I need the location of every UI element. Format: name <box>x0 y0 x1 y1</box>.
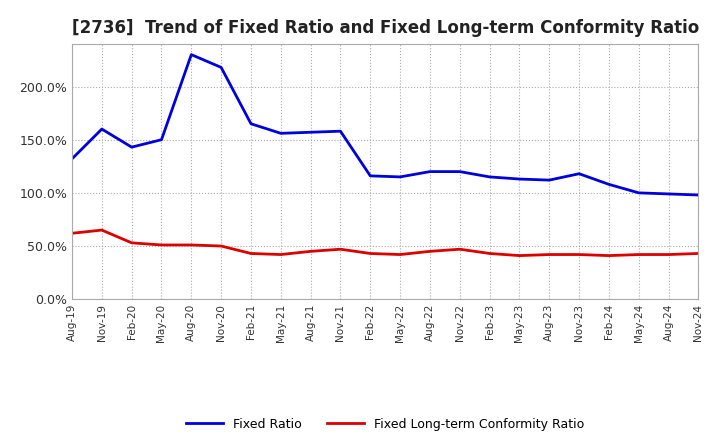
Fixed Ratio <box>187 52 196 57</box>
Fixed Long-term Conformity Ratio <box>485 251 494 256</box>
Fixed Ratio <box>545 177 554 183</box>
Fixed Long-term Conformity Ratio <box>366 251 374 256</box>
Fixed Ratio <box>247 121 256 126</box>
Fixed Ratio <box>665 191 673 197</box>
Legend: Fixed Ratio, Fixed Long-term Conformity Ratio: Fixed Ratio, Fixed Long-term Conformity … <box>181 413 590 436</box>
Fixed Ratio <box>426 169 434 174</box>
Fixed Long-term Conformity Ratio <box>306 249 315 254</box>
Fixed Ratio <box>97 126 106 132</box>
Fixed Long-term Conformity Ratio <box>605 253 613 258</box>
Fixed Ratio <box>694 192 703 198</box>
Fixed Long-term Conformity Ratio <box>276 252 285 257</box>
Line: Fixed Long-term Conformity Ratio: Fixed Long-term Conformity Ratio <box>72 230 698 256</box>
Fixed Long-term Conformity Ratio <box>157 242 166 248</box>
Fixed Long-term Conformity Ratio <box>545 252 554 257</box>
Fixed Ratio <box>575 171 583 176</box>
Fixed Ratio <box>276 131 285 136</box>
Fixed Ratio <box>605 182 613 187</box>
Fixed Ratio <box>485 174 494 180</box>
Fixed Long-term Conformity Ratio <box>575 252 583 257</box>
Fixed Long-term Conformity Ratio <box>396 252 405 257</box>
Fixed Ratio <box>456 169 464 174</box>
Fixed Long-term Conformity Ratio <box>97 227 106 233</box>
Fixed Ratio <box>217 65 225 70</box>
Fixed Long-term Conformity Ratio <box>456 246 464 252</box>
Fixed Long-term Conformity Ratio <box>634 252 643 257</box>
Fixed Long-term Conformity Ratio <box>247 251 256 256</box>
Fixed Long-term Conformity Ratio <box>187 242 196 248</box>
Fixed Ratio <box>366 173 374 179</box>
Fixed Long-term Conformity Ratio <box>127 240 136 246</box>
Fixed Ratio <box>634 190 643 195</box>
Fixed Ratio <box>68 156 76 161</box>
Fixed Long-term Conformity Ratio <box>515 253 523 258</box>
Fixed Long-term Conformity Ratio <box>694 251 703 256</box>
Fixed Long-term Conformity Ratio <box>426 249 434 254</box>
Line: Fixed Ratio: Fixed Ratio <box>72 55 698 195</box>
Fixed Ratio <box>306 130 315 135</box>
Fixed Long-term Conformity Ratio <box>68 231 76 236</box>
Fixed Long-term Conformity Ratio <box>336 246 345 252</box>
Title: [2736]  Trend of Fixed Ratio and Fixed Long-term Conformity Ratio: [2736] Trend of Fixed Ratio and Fixed Lo… <box>71 19 699 37</box>
Fixed Ratio <box>515 176 523 182</box>
Fixed Ratio <box>157 137 166 142</box>
Fixed Long-term Conformity Ratio <box>665 252 673 257</box>
Fixed Ratio <box>336 128 345 134</box>
Fixed Ratio <box>127 144 136 150</box>
Fixed Ratio <box>396 174 405 180</box>
Fixed Long-term Conformity Ratio <box>217 243 225 249</box>
